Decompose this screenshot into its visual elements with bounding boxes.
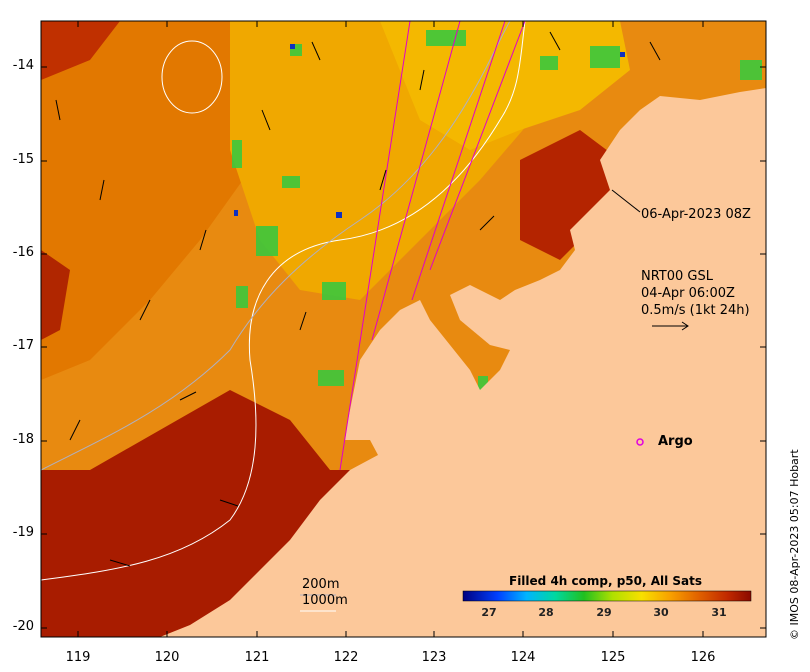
colorbar-tick-label: 31 [711,606,727,619]
imos-credit: © IMOS 08-Apr-2023 05:07 Hobart [788,449,801,640]
lat-tick-label: -17 [12,338,34,353]
plot-frame [40,20,767,638]
lon-tick-label: 122 [333,650,359,665]
axis-ticks [41,21,766,637]
colorbar-tick-label: 27 [481,606,497,619]
colorbar-tick-label: 29 [596,606,612,619]
sst-hot-kimberley [520,130,620,260]
lat-tick-label: -15 [12,152,34,167]
magenta-tracks [339,21,526,471]
argo-marker [636,438,644,446]
lon-tick-label: 124 [510,650,536,665]
current-vectors [55,31,661,567]
sst-hot-west [41,250,70,340]
current-legend-line1: NRT00 GSL [641,269,713,284]
colorbar-tick-label: 30 [653,606,669,619]
current-scale-arrowhead [681,321,689,331]
land-mainland [160,88,766,637]
lon-tick-label: 120 [154,650,180,665]
argo-label: Argo [658,434,693,449]
lon-tick-label: 123 [421,650,447,665]
timestamp-pointer [611,189,641,213]
lat-tick-label: -18 [12,432,34,447]
lon-tick-label: 125 [600,650,626,665]
colorbar [462,590,752,602]
current-legend-line2: 04-Apr 06:00Z [641,286,735,301]
bathy-legend-200m: 200m [302,577,340,592]
sst-cold-specks [234,44,625,218]
colorbar-title: Filled 4h comp, p50, All Sats [509,574,703,588]
bathy-contour-1000m [41,21,526,581]
timestamp-label: 06-Apr-2023 08Z [641,207,751,222]
sst-hot-north [41,21,120,80]
sst-upper-mid-zone [380,21,630,150]
bathy-contour-200m [41,21,511,471]
current-legend-line3: 0.5m/s (1kt 24h) [641,303,750,318]
lon-tick-label: 126 [690,650,716,665]
lat-tick-label: -20 [12,619,34,634]
lat-tick-label: -14 [12,58,34,73]
lat-tick-label: -19 [12,525,34,540]
sst-hot-coastal-band [41,390,370,637]
colorbar-tick-label: 28 [538,606,554,619]
bathy-contour-seamount [161,40,223,114]
lat-tick-label: -16 [12,245,34,260]
lon-tick-label: 121 [244,650,270,665]
lon-tick-label: 119 [65,650,91,665]
bathy-legend-1000m: 1000m [302,593,348,608]
